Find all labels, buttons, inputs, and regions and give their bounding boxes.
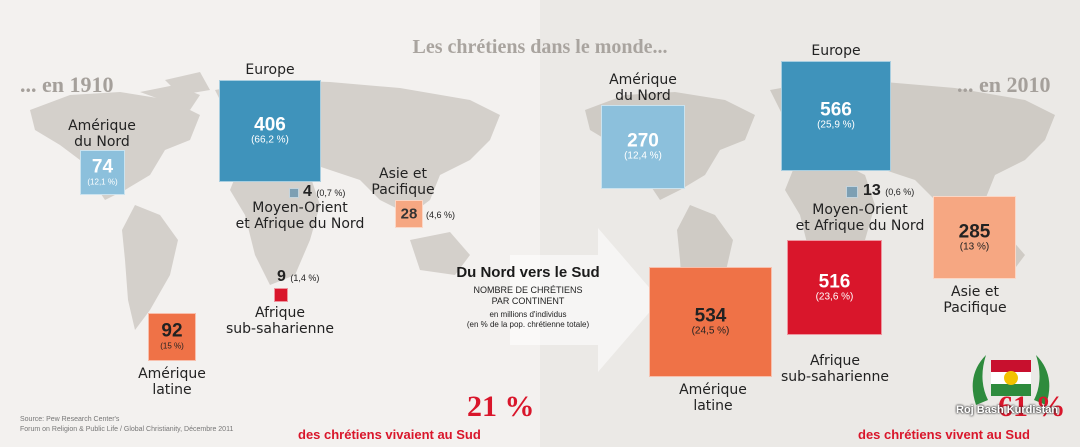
ssa-1910-box (274, 288, 288, 302)
latin-america-1910-box: 92 (15 %) (148, 313, 196, 361)
mena-1910-label: Moyen-Orient et Afrique du Nord (235, 200, 365, 232)
europe-1910-pct: (66,2 %) (251, 134, 289, 146)
north-america-1910-pct: (12,1 %) (87, 177, 118, 186)
latin-america-1910-value: 92 (161, 320, 183, 342)
asia-2010-value: 285 (958, 221, 991, 242)
south-1910-text: des chrétiens vivaient au Sud (298, 427, 481, 442)
europe-2010-label: Europe (811, 43, 861, 59)
europe-1910-value: 406 (254, 114, 286, 136)
europe-2010-value: 566 (820, 99, 852, 121)
europe-1910-box: 406 (66,2 %) (219, 80, 321, 182)
europe-2010-pct: (25,9 %) (817, 119, 855, 131)
ssa-2010-label: Afrique sub-saharienne (780, 353, 890, 385)
ssa-1910-label: Afrique sub-saharienne (225, 305, 335, 337)
latin-america-2010-value: 534 (694, 305, 727, 327)
watermark-text: Roj Bash Kurdistan (956, 404, 1059, 416)
asia-2010-box: 285 (13 %) (933, 196, 1016, 279)
center-subtitle-2: PAR CONTINENT (491, 296, 565, 306)
asia-1910-label: Asie et Pacifique (371, 166, 435, 198)
latin-america-1910-pct: (15 %) (160, 341, 184, 351)
europe-2010-box: 566 (25,9 %) (781, 61, 891, 171)
center-subtitle-3: en millions d'individus (489, 310, 567, 319)
asia-1910-box: 28 (395, 200, 423, 228)
north-america-1910-label: Amérique du Nord (68, 118, 136, 150)
center-subtitle-4: (en % de la pop. chrétienne totale) (466, 320, 590, 329)
asia-1910-pct: (4,6 %) (426, 210, 456, 220)
south-2010-pct: 61 % (998, 390, 1066, 423)
source-note: Source: Pew Research Center's Forum on Re… (20, 416, 234, 433)
south-1910-pct: 21 % (467, 390, 535, 423)
latin-america-2010-pct: (24,5 %) (691, 325, 730, 337)
north-america-1910-value: 74 (91, 156, 114, 177)
ssa-2010-pct: (23,6 %) (815, 291, 854, 302)
mena-1910-box (289, 188, 299, 198)
ssa-2010-value: 516 (818, 271, 851, 292)
north-america-2010-label: Amérique du Nord (609, 72, 677, 104)
mena-2010-label: Moyen-Orient et Afrique du Nord (795, 202, 925, 234)
mena-2010-value: 13 (0,6 %) (863, 182, 915, 199)
center-subtitle-1: NOMBRE DE CHRÉTIENS (473, 285, 583, 295)
year-2010-label: ... en 2010 (957, 72, 1051, 97)
mena-1910-value: 4 (0,7 %) (303, 183, 346, 200)
mena-2010-box (846, 186, 858, 198)
latin-america-2010-label: Amérique latine (679, 382, 747, 414)
europe-1910-label: Europe (245, 62, 295, 78)
kurdistan-emblem (972, 355, 1050, 405)
ssa-1910-value: 9 (1,4 %) (277, 268, 320, 285)
center-title: Du Nord vers le Sud (456, 264, 600, 281)
asia-1910-value: 28 (400, 205, 418, 223)
asia-2010-label: Asie et Pacifique (943, 284, 1007, 316)
north-america-2010-value: 270 (627, 130, 659, 152)
main-title: Les chrétiens dans le monde... (412, 36, 668, 58)
latin-america-1910-label: Amérique latine (138, 366, 206, 398)
north-america-2010-pct: (12,4 %) (624, 150, 662, 162)
arrow-shape (510, 228, 660, 372)
latin-america-2010-box: 534 (24,5 %) (649, 267, 772, 377)
ssa-2010-box: 516 (23,6 %) (787, 240, 882, 335)
asia-2010-pct: (13 %) (959, 241, 990, 252)
year-1910-label: ... en 1910 (20, 72, 114, 97)
south-2010-text: des chrétiens vivent au Sud (858, 427, 1030, 442)
north-america-2010-box: 270 (12,4 %) (601, 105, 685, 189)
north-america-1910-box: 74 (12,1 %) (80, 150, 125, 195)
